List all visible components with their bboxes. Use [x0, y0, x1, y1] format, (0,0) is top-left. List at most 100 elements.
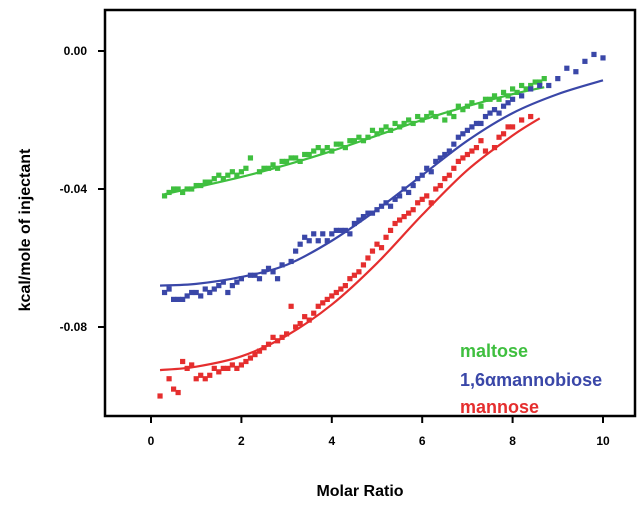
data-point-mannose: [211, 365, 217, 371]
data-point-maltose: [487, 96, 493, 102]
data-point-1-6-mannobiose: [555, 76, 561, 82]
data-point-1-6-mannobiose: [582, 58, 588, 64]
data-point-maltose: [220, 176, 226, 182]
data-point-1-6-mannobiose: [338, 227, 344, 233]
data-point-mannose: [469, 148, 475, 154]
data-point-maltose: [225, 172, 231, 178]
data-point-1-6-mannobiose: [460, 131, 466, 137]
data-point-1-6-mannobiose: [482, 113, 489, 120]
data-point-mannose: [356, 269, 362, 275]
data-point-mannose: [369, 248, 376, 254]
data-point-maltose: [478, 103, 484, 109]
data-point-1-6-mannobiose: [491, 107, 498, 113]
data-point-1-6-mannobiose: [428, 169, 434, 175]
data-point-1-6-mannobiose: [378, 203, 385, 209]
data-point-mannose: [451, 165, 457, 171]
data-point-mannose: [360, 262, 367, 268]
data-point-mannose: [175, 389, 181, 396]
data-point-maltose: [297, 158, 303, 164]
data-point-1-6-mannobiose: [419, 172, 425, 178]
data-point-mannose: [265, 341, 272, 347]
data-point-1-6-mannobiose: [496, 110, 502, 116]
data-point-1-6-mannobiose: [238, 276, 244, 282]
data-point-mannose: [424, 193, 430, 199]
data-point-mannose: [220, 365, 226, 371]
data-point-1-6-mannobiose: [225, 289, 231, 296]
data-point-maltose: [347, 138, 353, 144]
data-point-mannose: [496, 134, 502, 140]
fit-curve-mannose: [159, 117, 541, 372]
data-point-maltose: [451, 113, 457, 120]
data-point-mannose: [491, 145, 498, 151]
data-point-mannose: [415, 200, 421, 206]
data-point-maltose: [537, 79, 543, 85]
data-point-mannose: [243, 358, 249, 365]
data-point-1-6-mannobiose: [324, 238, 330, 244]
data-point-mannose: [329, 293, 335, 299]
data-point-maltose: [523, 86, 529, 92]
data-point-mannose: [189, 362, 195, 368]
data-point-maltose: [446, 110, 452, 116]
data-point-maltose: [532, 79, 538, 85]
data-point-maltose: [528, 82, 534, 89]
data-point-maltose: [311, 148, 317, 154]
data-point-maltose: [419, 117, 425, 123]
data-point-maltose: [338, 141, 344, 147]
data-point-maltose: [401, 120, 407, 127]
data-point-mannose: [234, 365, 240, 371]
data-point-mannose: [446, 172, 452, 178]
data-point-maltose: [256, 169, 263, 175]
data-point-maltose: [180, 189, 186, 196]
data-point-1-6-mannobiose: [455, 134, 461, 140]
data-point-1-6-mannobiose: [274, 276, 281, 282]
data-point-1-6-mannobiose: [437, 155, 443, 161]
data-point-1-6-mannobiose: [198, 293, 204, 299]
data-point-maltose: [279, 158, 285, 164]
data-point-1-6-mannobiose: [369, 210, 376, 216]
data-point-mannose: [505, 124, 511, 130]
data-point-1-6-mannobiose: [207, 289, 213, 296]
data-point-1-6-mannobiose: [297, 241, 303, 247]
data-point-maltose: [324, 145, 330, 151]
data-point-mannose: [297, 320, 303, 327]
data-point-mannose: [293, 324, 299, 330]
data-point-1-6-mannobiose: [347, 231, 353, 237]
data-point-1-6-mannobiose: [171, 296, 177, 302]
data-point-1-6-mannobiose: [216, 283, 222, 289]
data-point-mannose: [184, 365, 190, 371]
data-point-1-6-mannobiose: [293, 248, 299, 254]
data-point-1-6-mannobiose: [320, 231, 326, 237]
data-point-1-6-mannobiose: [315, 238, 321, 244]
data-point-mannose: [315, 303, 321, 309]
x-tick-label: 4: [328, 434, 335, 448]
data-point-maltose: [238, 169, 244, 175]
data-point-maltose: [184, 186, 190, 192]
data-point-1-6-mannobiose: [175, 296, 181, 302]
data-point-maltose: [202, 179, 208, 185]
data-point-1-6-mannobiose: [256, 276, 263, 282]
data-point-mannose: [225, 365, 231, 371]
data-point-mannose: [428, 200, 434, 206]
y-tick-label: -0.04: [60, 182, 88, 196]
fit-curve-1-6-mannobiose: [159, 79, 604, 287]
data-point-1-6-mannobiose: [279, 262, 285, 268]
data-point-1-6-mannobiose: [397, 193, 403, 199]
legend: maltose 1,6αmannobiose mannose: [460, 341, 602, 417]
data-point-1-6-mannobiose: [360, 214, 367, 220]
data-point-maltose: [424, 113, 430, 120]
data-point-1-6-mannobiose: [166, 286, 172, 292]
data-point-1-6-mannobiose: [229, 283, 235, 289]
data-point-1-6-mannobiose: [306, 238, 312, 244]
data-point-mannose: [229, 362, 235, 368]
data-point-mannose: [397, 217, 403, 223]
x-tick-label: 8: [509, 434, 516, 448]
data-point-maltose: [293, 155, 299, 161]
data-point-1-6-mannobiose: [247, 272, 254, 278]
data-point-mannose: [478, 138, 484, 144]
data-point-mannose: [374, 241, 380, 247]
data-point-mannose: [410, 207, 416, 213]
data-point-mannose: [464, 151, 470, 158]
data-point-maltose: [306, 151, 312, 158]
data-point-mannose: [338, 286, 344, 292]
data-point-maltose: [189, 186, 195, 192]
